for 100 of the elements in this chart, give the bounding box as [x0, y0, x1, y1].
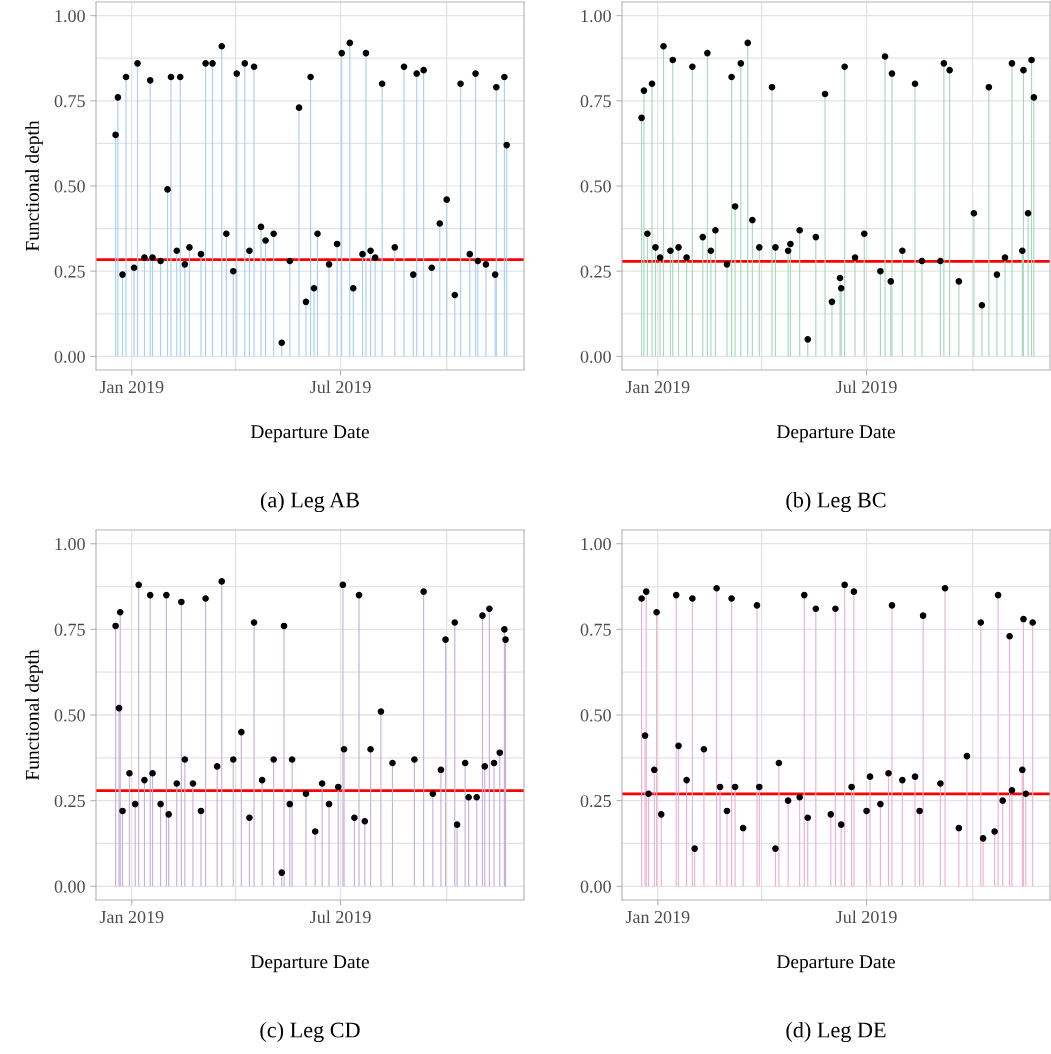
point: [645, 790, 652, 798]
point: [787, 240, 794, 248]
point: [999, 797, 1006, 804]
point: [1001, 254, 1009, 261]
point: [675, 244, 682, 251]
y-tick-label: 0.25: [54, 794, 85, 808]
point: [1008, 60, 1016, 67]
point: [638, 595, 645, 602]
point: [691, 845, 698, 852]
point: [716, 783, 724, 791]
point: [841, 63, 848, 71]
point: [728, 73, 735, 81]
x-axis-title: Departure Date: [776, 955, 895, 973]
x-tick-label: Jan 2019: [99, 380, 164, 394]
point: [836, 274, 844, 282]
y-tick-label: 0.50: [54, 709, 85, 722]
point: [689, 63, 696, 71]
point: [828, 298, 836, 306]
point: [723, 807, 731, 815]
point: [881, 53, 889, 60]
point: [648, 80, 656, 88]
point: [837, 821, 845, 828]
point: [800, 591, 808, 599]
point: [911, 773, 919, 780]
point: [675, 742, 682, 750]
point: [985, 83, 993, 91]
point: [723, 261, 731, 268]
point: [644, 230, 651, 237]
y-tick-label: 1.00: [55, 9, 85, 23]
point: [672, 591, 680, 599]
point: [683, 776, 690, 784]
text: (b) Leg BC: [786, 491, 886, 513]
point: [1019, 766, 1026, 774]
point: [737, 60, 745, 67]
point: [899, 776, 906, 784]
point: [937, 780, 944, 787]
point: [731, 783, 739, 791]
point: [772, 845, 779, 852]
point: [946, 66, 953, 74]
y-tick-label: 0.75: [580, 95, 611, 108]
point: [885, 769, 892, 777]
point: [713, 584, 720, 592]
point: [850, 588, 858, 595]
point: [1022, 790, 1030, 798]
point: [812, 605, 820, 613]
y-tick-label: 0.00: [54, 880, 85, 893]
y-tick-label: 0.50: [580, 180, 611, 193]
point: [851, 254, 859, 261]
point: [821, 90, 829, 98]
point: [651, 766, 658, 774]
point: [963, 752, 971, 760]
point: [755, 244, 763, 251]
point: [1029, 619, 1036, 626]
point: [863, 807, 870, 815]
x-axis-title: Departure Date: [250, 425, 369, 443]
point: [755, 783, 763, 791]
point: [660, 43, 667, 50]
point: [652, 244, 659, 251]
point: [1006, 632, 1013, 640]
point: [1028, 56, 1035, 64]
point: [683, 254, 690, 261]
y-tick-label: 0.75: [54, 623, 85, 636]
y-tick-label: 0.25: [54, 265, 85, 278]
x-tick-label: Jul 2019: [836, 910, 897, 924]
text: (c) Leg CD: [260, 1021, 360, 1043]
point: [919, 612, 927, 619]
y-axis-title: Functional depth: [25, 649, 43, 781]
point: [689, 595, 696, 602]
point: [937, 257, 944, 265]
y-axis-title: Functional depth: [25, 120, 43, 252]
point: [804, 336, 812, 343]
point: [848, 783, 855, 791]
point: [955, 824, 963, 832]
text: (a) Leg AB: [260, 491, 359, 513]
point: [642, 588, 650, 595]
point: [979, 835, 987, 842]
point: [1008, 787, 1016, 794]
point: [739, 824, 747, 832]
point: [837, 284, 845, 292]
x-tick-label: Jan 2019: [99, 910, 164, 924]
point: [796, 793, 803, 801]
point: [918, 257, 926, 265]
y-tick-label: 0.00: [580, 350, 611, 363]
x-axis-title: Departure Date: [776, 425, 895, 443]
point: [994, 591, 1002, 599]
y-tick-label: 0.75: [54, 95, 85, 108]
point: [827, 811, 835, 818]
point: [970, 209, 978, 217]
point: [911, 80, 919, 88]
point: [641, 732, 649, 739]
point: [699, 233, 707, 241]
y-tick-label: 1.00: [581, 9, 611, 23]
y-tick-label: 0.75: [580, 623, 611, 636]
y-tick-label: 0.50: [580, 709, 611, 722]
point: [784, 247, 792, 255]
point: [977, 619, 985, 626]
x-axis-title: Departure Date: [250, 955, 369, 973]
point: [993, 271, 1001, 278]
point: [1019, 247, 1026, 255]
point: [804, 814, 812, 822]
